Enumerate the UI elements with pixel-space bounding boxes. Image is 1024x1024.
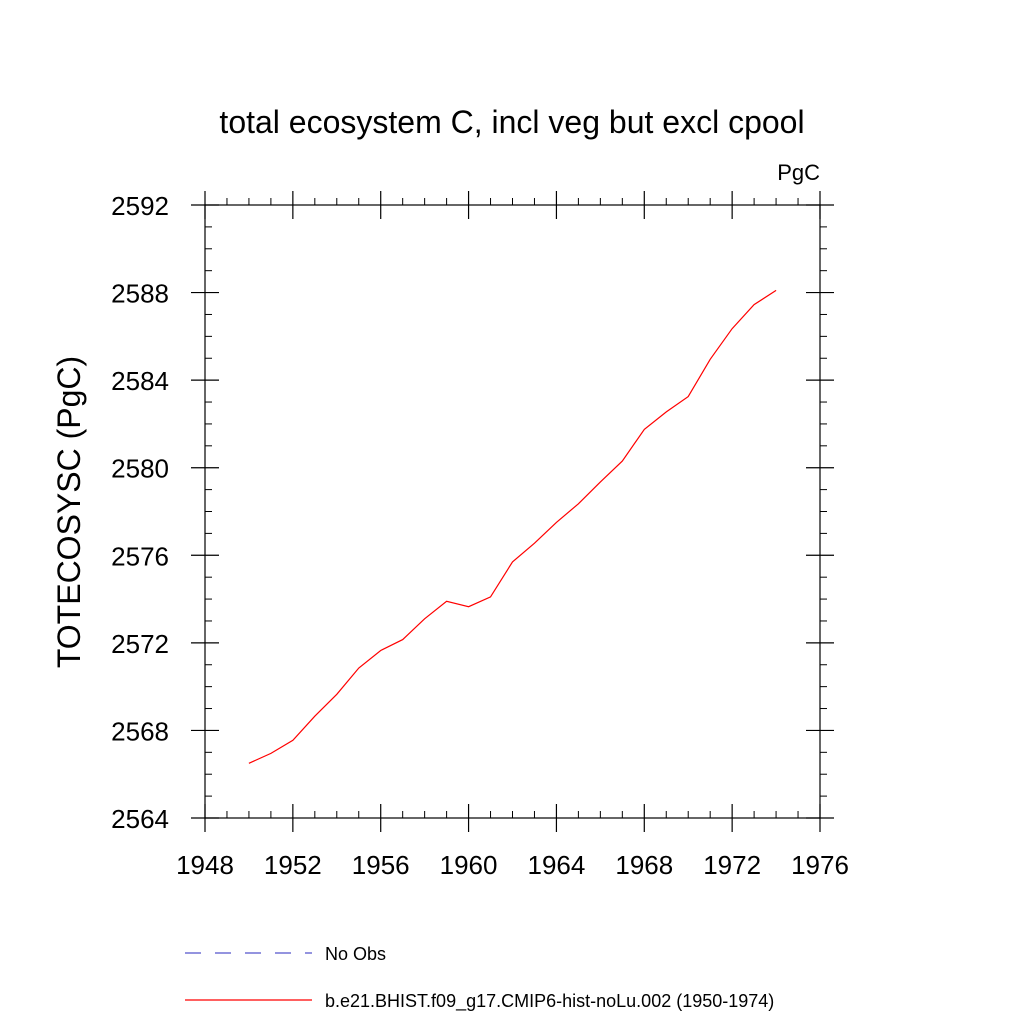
x-tick-label: 1964 — [528, 850, 586, 880]
x-tick-label: 1968 — [615, 850, 673, 880]
x-tick-label: 1956 — [352, 850, 410, 880]
plot-frame — [204, 204, 821, 819]
y-tick-label: 2592 — [111, 191, 169, 221]
y-tick-label: 2584 — [111, 366, 169, 396]
chart-title: total ecosystem C, incl veg but excl cpo… — [219, 104, 804, 140]
y-tick-label: 2564 — [111, 804, 169, 834]
x-tick-label: 1972 — [703, 850, 761, 880]
x-tick-label: 1960 — [440, 850, 498, 880]
x-tick-label: 1976 — [791, 850, 849, 880]
y-axis-label: TOTECOSYSC (PgC) — [51, 356, 87, 668]
legend-label: b.e21.BHIST.f09_g17.CMIP6-hist-noLu.002 … — [325, 991, 774, 1012]
x-tick-label: 1948 — [176, 850, 234, 880]
x-tick-label: 1952 — [264, 850, 322, 880]
y-tick-label: 2576 — [111, 541, 169, 571]
legend: No Obs b.e21.BHIST.f09_g17.CMIP6-hist-noL… — [185, 944, 774, 1012]
y-tick-label: 2588 — [111, 279, 169, 309]
y-tick-label: 2568 — [111, 716, 169, 746]
series-line — [248, 289, 777, 764]
y-tick-label: 2580 — [111, 454, 169, 484]
units-label: PgC — [777, 160, 820, 185]
legend-label: No Obs — [325, 944, 386, 964]
y-tick-label: 2572 — [111, 629, 169, 659]
